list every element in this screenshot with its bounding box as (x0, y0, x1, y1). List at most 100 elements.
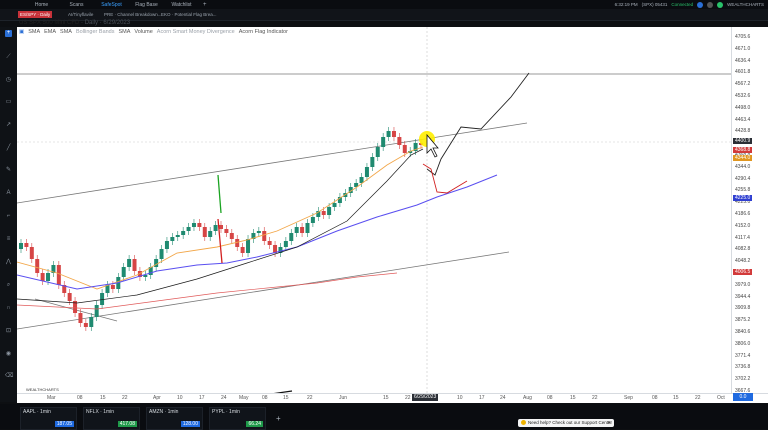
indicator-5[interactable]: Volume (134, 29, 153, 35)
candle (327, 207, 332, 215)
brush-icon[interactable]: ✎ (5, 167, 12, 173)
watch-card-aapl[interactable]: AAPL · 1min 187.05 (20, 407, 77, 430)
watchlist-strip: AAPL · 1min 187.05 NFLX · 1min 417.08 AM… (0, 404, 768, 430)
price-axis[interactable]: 4705.6 4671.0 4636.4 4601.8 4567.2 4532.6 4498… (731, 27, 768, 394)
add-watch-button[interactable]: + (276, 414, 281, 423)
brand-logo: WEALTHCHARTS (727, 2, 764, 7)
chart-title: US SPX 500 Mini CFD · Daily · 6/29/2023 (19, 20, 131, 26)
candle (408, 151, 413, 153)
time-axis[interactable]: Mar 08 15 22 Apr 10 17 24 May 08 15 22 Jun 15 22 10 17 24… (17, 393, 768, 403)
candle (154, 259, 159, 267)
indicator-1[interactable]: EMA (44, 29, 57, 35)
indicator-4[interactable]: SMA (118, 29, 131, 35)
candle (78, 313, 83, 323)
avatar[interactable] (717, 1, 724, 8)
nav-flag-base[interactable]: Flag Base (135, 1, 158, 8)
price-badge: 4006.5 (733, 269, 753, 275)
help-icon (521, 420, 526, 426)
tab-scan-pre[interactable]: PRE · Channel Breakdown... (104, 12, 162, 17)
price-tick: 4498.0 (735, 104, 751, 111)
indicator-7[interactable]: Acorn Flag Indicator (238, 29, 288, 35)
candle (278, 247, 283, 253)
text-icon[interactable]: A (6, 190, 11, 196)
candle (143, 275, 148, 277)
indicator-0[interactable]: SMA (28, 29, 41, 35)
candle (24, 243, 29, 247)
legend-settings-icon[interactable]: ▣ (19, 29, 25, 35)
lock-icon[interactable]: ⊡ (5, 328, 12, 334)
time-tick: Apr (153, 395, 161, 401)
ray-icon[interactable]: ↗ (5, 122, 12, 128)
price-tick: 3840.6 (735, 329, 751, 335)
time-tick: 22 (307, 395, 313, 401)
candle (175, 235, 180, 237)
candle (19, 243, 23, 249)
interval[interactable]: Daily (84, 20, 99, 26)
line-icon[interactable]: ╱ (6, 145, 11, 151)
indicator-2[interactable]: SMA (60, 29, 72, 35)
zoom-icon[interactable]: ⌕ (6, 282, 11, 288)
tab-layout[interactable]: AI/Tinyflavile (68, 12, 94, 17)
red-projection-line (422, 163, 468, 194)
magnet-icon[interactable]: ∩ (6, 305, 11, 311)
add-tab-button[interactable]: + (203, 1, 207, 8)
price-tick: 4428.8 (735, 128, 751, 135)
candle (305, 223, 310, 233)
rectangle-icon[interactable]: ▭ (5, 99, 12, 105)
sma-line-blue (16, 174, 498, 290)
time-tick: 08 (652, 395, 658, 401)
clock: 6:32:19 PM (614, 2, 638, 7)
candle (181, 231, 186, 235)
chart-logo: WEALTHCHARTS (26, 387, 59, 392)
watch-card-nflx[interactable]: NFLX · 1min 417.08 (83, 407, 140, 430)
bar-date: 6/29/2023 (103, 20, 131, 26)
support-text[interactable]: Need help? Check out our Support Center (528, 420, 613, 425)
trash-icon[interactable]: ⌫ (5, 373, 14, 379)
green-arrow (217, 174, 222, 214)
market-ticker: (SPX) 05431 (641, 2, 668, 7)
candle (46, 273, 51, 281)
watch-card-pypl[interactable]: PYPL · 1min 66.24 (209, 407, 266, 430)
measure-icon[interactable]: ⌐ (6, 213, 11, 219)
candle (202, 227, 207, 237)
close-icon[interactable]: ✕ (607, 420, 611, 425)
candle (94, 305, 99, 317)
pattern-icon[interactable]: ⋀ (6, 259, 11, 265)
price-tick: 4082.8 (735, 246, 751, 253)
support-banner[interactable]: Need help? Check out our Support Center … (518, 419, 614, 427)
candle (240, 247, 245, 253)
eye-icon[interactable]: ◉ (5, 351, 12, 357)
time-tick: 22 (405, 395, 411, 401)
notification-icon[interactable] (697, 1, 704, 8)
trendline-icon[interactable]: ⟋ (6, 54, 11, 60)
candle (208, 231, 213, 237)
chart-canvas[interactable] (16, 27, 731, 397)
time-tick: 15 (100, 395, 106, 401)
clock-icon[interactable]: ◷ (5, 77, 12, 83)
time-tick: 22 (695, 395, 701, 401)
time-tick: Mar (47, 395, 56, 401)
candle (29, 247, 34, 259)
tab-symbol[interactable]: ES/SPY · Daily (18, 11, 53, 18)
nav-watchlist[interactable]: Watchlist (171, 1, 192, 8)
price-tick: 3875.2 (735, 317, 751, 324)
fib-icon[interactable]: ≡ (6, 236, 11, 242)
tab-scan-eko[interactable]: EKO · Potential Flag Brea... (161, 12, 217, 17)
nav-scans[interactable]: Scans (69, 1, 84, 8)
candle (256, 231, 261, 233)
time-tick: Aug (523, 395, 532, 401)
axis-corner[interactable]: 0.0 (733, 393, 753, 401)
indicator-6[interactable]: Acorn Smart Money Divergence (156, 29, 235, 35)
time-tick: 17 (479, 395, 485, 401)
candle (127, 259, 132, 267)
settings-icon[interactable] (707, 1, 714, 8)
indicator-3[interactable]: Bollinger Bands (75, 29, 115, 35)
nav-safespot[interactable]: SafeSpot (101, 1, 122, 8)
price-badge: 4225.0 (733, 195, 753, 201)
watch-card-amzn[interactable]: AMZN · 1min 128.00 (146, 407, 203, 430)
time-tick: 08 (77, 395, 83, 401)
channel-upper-line (16, 122, 528, 204)
price-chart[interactable] (16, 27, 731, 397)
nav-home[interactable]: Home (34, 1, 49, 8)
crosshair-icon[interactable]: + (5, 30, 12, 37)
